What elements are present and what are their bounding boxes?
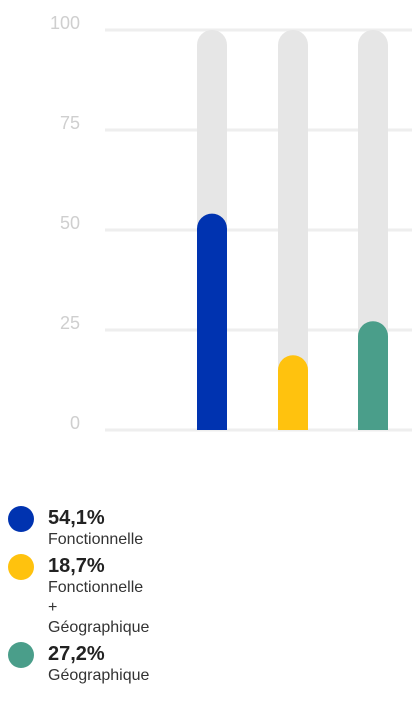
y-tick-label: 75 xyxy=(60,113,80,133)
legend-item: 27,2% Géographique xyxy=(8,642,154,686)
legend-value: 54,1% xyxy=(48,507,105,529)
legend-label: Fonctionnelle + Géographique xyxy=(48,579,150,636)
y-tick-label: 100 xyxy=(50,13,80,33)
bar xyxy=(278,355,308,430)
legend-label: Fonctionnelle xyxy=(48,531,144,548)
legend-dot xyxy=(8,642,34,668)
bar xyxy=(358,321,388,430)
legend-text: 54,1% Fonctionnelle xyxy=(48,506,154,550)
legend-text: 27,2% Géographique xyxy=(48,642,154,686)
legend-item: 54,1% Fonctionnelle xyxy=(8,506,154,550)
legend-dot xyxy=(8,506,34,532)
y-tick-label: 0 xyxy=(70,413,80,433)
bar xyxy=(197,213,227,430)
y-tick-label: 25 xyxy=(60,313,80,333)
legend-dot xyxy=(8,554,34,580)
legend: 54,1% Fonctionnelle 18,7% Fonctionnelle + G… xyxy=(8,506,154,690)
y-tick-label: 50 xyxy=(60,213,80,233)
chart: 0 25 50 75 100 xyxy=(50,13,412,433)
legend-value: 18,7% xyxy=(48,555,105,577)
bar-track xyxy=(278,30,308,430)
legend-item: 18,7% Fonctionnelle + Géographique xyxy=(8,554,154,638)
legend-label: Géographique xyxy=(48,667,150,684)
legend-value: 27,2% xyxy=(48,643,105,665)
legend-text: 18,7% Fonctionnelle + Géographique xyxy=(48,554,154,638)
